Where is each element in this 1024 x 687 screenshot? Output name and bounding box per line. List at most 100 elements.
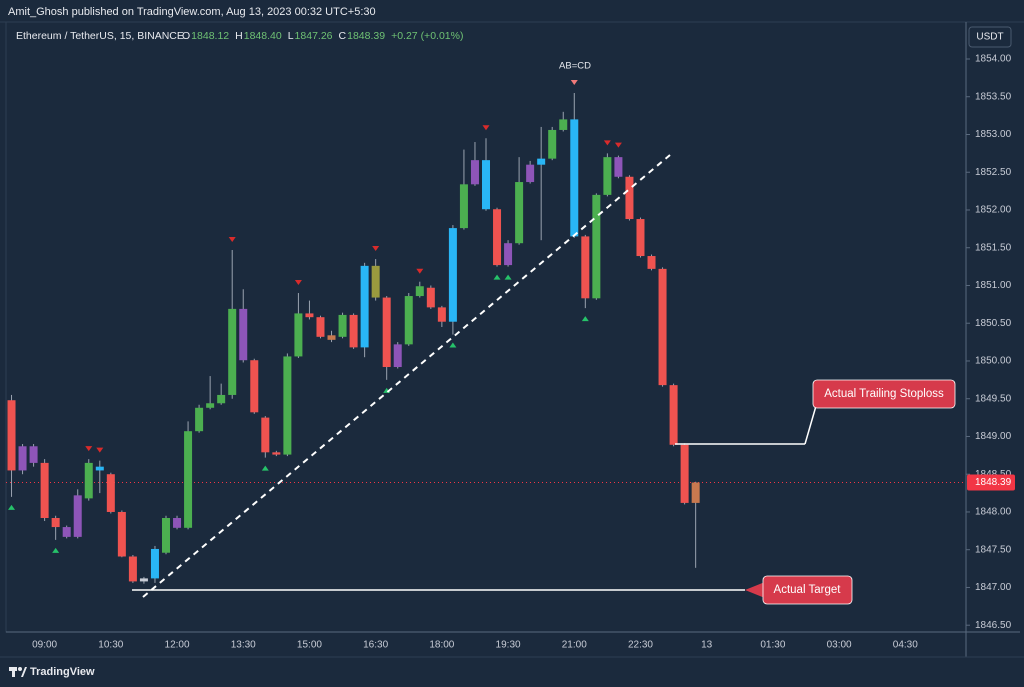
x-tick-label: 01:30 <box>760 640 785 651</box>
x-tick-label: 13:30 <box>231 640 256 651</box>
candle-body <box>106 474 115 512</box>
legend-value: 1848.12 <box>191 30 229 42</box>
y-tick-label: 1847.50 <box>975 544 1012 555</box>
x-tick-label: 19:30 <box>496 640 521 651</box>
candle-body <box>448 228 457 322</box>
candle-body <box>548 129 557 159</box>
y-tick-label: 1848.50 <box>975 469 1012 480</box>
stoploss-label: Actual Trailing Stoploss <box>824 388 944 400</box>
target-label: Actual Target <box>774 584 842 596</box>
candle-body <box>437 307 446 322</box>
x-tick-label: 03:00 <box>827 640 852 651</box>
last-price-tag <box>967 474 1015 491</box>
candle-body <box>184 431 193 528</box>
y-tick-label: 1851.50 <box>975 242 1012 253</box>
x-tick-label: 16:30 <box>363 640 388 651</box>
candle-body <box>581 236 590 299</box>
legend-value: 1848.40 <box>244 30 282 42</box>
candle-body <box>570 119 579 237</box>
plot <box>6 79 966 584</box>
sell-signal <box>416 268 424 274</box>
candle-body <box>636 219 645 257</box>
candle-body <box>360 265 369 348</box>
brand: TradingView <box>30 666 95 678</box>
candle-body <box>228 308 237 395</box>
symbol: Ethereum / TetherUS, 15, BINANCE <box>16 30 184 42</box>
candle-body <box>84 462 93 499</box>
brand-logo <box>9 667 27 677</box>
sell-signal <box>372 246 380 252</box>
candle-body <box>504 243 513 266</box>
candle-body <box>272 452 281 455</box>
candle-body <box>559 119 568 130</box>
y-tick-label: 1852.00 <box>975 205 1012 216</box>
x-tick-label: 18:00 <box>429 640 454 651</box>
candle-body <box>349 314 358 348</box>
sell-signal <box>96 447 104 453</box>
candle-body <box>173 518 182 528</box>
candle-body <box>73 495 82 537</box>
candle-body <box>117 511 126 557</box>
candle-body <box>217 394 226 404</box>
candle-body <box>40 462 49 519</box>
y-tick-label: 1853.00 <box>975 129 1012 140</box>
candle-body <box>393 344 402 368</box>
sell-signal <box>614 142 622 148</box>
y-tick-label: 1854.00 <box>975 54 1012 65</box>
candle-body <box>206 403 215 408</box>
buy-signal <box>261 465 269 471</box>
candle-body <box>647 256 656 269</box>
sell-signal <box>85 446 93 452</box>
x-tick-label: 15:00 <box>297 640 322 651</box>
sell-signal <box>294 280 302 286</box>
candle-body <box>493 209 502 266</box>
candle-body <box>459 184 468 229</box>
candle-body <box>415 286 424 297</box>
currency[interactable]: USDT <box>976 32 1003 43</box>
candle-body <box>625 176 634 220</box>
legend-change: +0.27 (+0.01%) <box>391 30 463 42</box>
buy-signal <box>8 504 16 510</box>
x-tick-label: 12:00 <box>165 640 190 651</box>
publisher: Amit_Ghosh published on TradingView.com,… <box>8 6 376 18</box>
candle-body <box>592 194 601 299</box>
y-tick-label: 1849.00 <box>975 431 1012 442</box>
last-price-label: 1848.39 <box>975 477 1012 488</box>
legend-key: C <box>339 30 347 42</box>
candle-body <box>404 296 413 345</box>
sell-signal <box>482 125 490 131</box>
candle-body <box>526 164 535 183</box>
candle-body <box>18 446 27 471</box>
candle-body <box>7 400 16 471</box>
y-tick-label: 1851.00 <box>975 280 1012 291</box>
currency-button[interactable] <box>968 26 1012 48</box>
y-tick-label: 1846.50 <box>975 620 1012 631</box>
candle-body <box>139 578 148 582</box>
callout-box <box>762 575 853 605</box>
y-tick-label: 1848.00 <box>975 507 1012 518</box>
candle-body <box>150 548 159 579</box>
candle-body <box>338 314 347 337</box>
candle-body <box>239 308 248 361</box>
candle-body <box>658 268 667 386</box>
candle-body <box>614 157 623 177</box>
callout-box <box>812 379 956 409</box>
candle-body <box>51 518 60 528</box>
candle-body <box>128 556 137 582</box>
candle-body <box>382 297 391 368</box>
candle-body <box>327 335 336 340</box>
candle-body <box>691 482 700 503</box>
candle-body <box>29 446 38 463</box>
candle-body <box>283 356 292 455</box>
y-tick-label: 1849.50 <box>975 393 1012 404</box>
trend-line <box>142 154 671 598</box>
legend-value: 1847.26 <box>295 30 333 42</box>
candle-body <box>515 182 524 244</box>
candle-body <box>305 313 314 318</box>
x-tick-label: 21:00 <box>562 640 587 651</box>
pattern-label: AB=CD <box>559 61 591 72</box>
candle-body <box>482 160 490 210</box>
sell-signal <box>228 236 236 242</box>
callout-pointer <box>745 582 765 598</box>
